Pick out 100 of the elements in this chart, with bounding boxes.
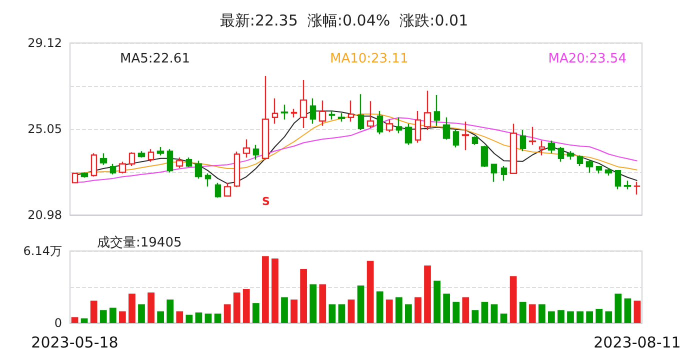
candlestick [100, 152, 108, 166]
y-tick-label: 29.12 [28, 36, 62, 50]
bar [176, 311, 184, 323]
bar [186, 314, 193, 323]
bar [510, 276, 517, 323]
bar [538, 304, 546, 323]
candlestick [424, 90, 432, 131]
bar [109, 308, 116, 323]
bar [395, 297, 402, 323]
candlestick [138, 150, 146, 158]
candlestick [194, 160, 202, 180]
bar [157, 311, 164, 323]
candlestick [148, 148, 154, 162]
bar [80, 318, 88, 323]
line-series [74, 114, 638, 174]
candlestick [214, 182, 222, 198]
bar [519, 302, 526, 323]
bar [434, 280, 440, 323]
annotation: S [262, 195, 270, 208]
chart-title: 最新:22.35 涨幅:0.04% 涨跌:0.01 [220, 12, 468, 30]
candlestick [528, 126, 536, 146]
candlestick [490, 163, 498, 182]
candlestick [338, 112, 346, 122]
candlestick [452, 129, 460, 148]
bar [386, 300, 393, 323]
candlestick [72, 172, 78, 184]
candlestick [634, 181, 640, 196]
bar [376, 291, 384, 323]
bar [424, 266, 431, 323]
bar [204, 314, 212, 323]
bar [290, 300, 298, 323]
x-tick-label: 2023-05-18 [31, 334, 118, 352]
candlestick [472, 136, 478, 146]
text: MA10:23.11 [330, 52, 408, 66]
bar [576, 311, 584, 323]
y-tick-label: 0 [54, 316, 62, 330]
candlestick [186, 156, 192, 168]
bar [148, 292, 154, 323]
bar [310, 284, 317, 323]
bar [319, 284, 326, 323]
candlestick [480, 145, 488, 168]
bar [366, 260, 374, 323]
bar [605, 311, 612, 323]
candlestick [558, 146, 564, 162]
candlestick [272, 98, 278, 124]
bar [166, 300, 174, 323]
bar [586, 311, 593, 323]
bar [71, 317, 78, 323]
candlestick [290, 108, 298, 118]
bar [490, 304, 498, 323]
candlestick [242, 138, 250, 158]
candlestick [462, 121, 470, 151]
bar [500, 314, 508, 323]
bar [338, 304, 346, 323]
text: MA20:23.54 [548, 52, 626, 66]
candlestick [624, 180, 632, 190]
candlestick [434, 94, 440, 126]
candlestick [366, 100, 374, 129]
candlestick [596, 165, 602, 174]
bar [100, 310, 107, 323]
bar [252, 303, 260, 323]
bar [195, 312, 202, 323]
candlestick [386, 118, 394, 133]
x-tick-label: 2023-08-11 [594, 334, 681, 352]
bar [138, 304, 145, 323]
candlestick [328, 110, 336, 120]
candlestick [510, 123, 518, 174]
candlestick [224, 182, 232, 198]
candlestick [500, 165, 508, 182]
candlestick [166, 148, 174, 173]
candlestick [80, 172, 88, 178]
bar [348, 300, 355, 323]
bar [357, 285, 364, 323]
bar [300, 269, 307, 323]
candlestick [548, 140, 556, 154]
y-tick-label: 25.05 [28, 122, 62, 136]
bar [233, 292, 240, 323]
candlestick [156, 146, 164, 156]
candlestick [604, 167, 612, 176]
text: 成交量:19405 [97, 234, 182, 250]
candlestick [396, 116, 402, 134]
bar [242, 288, 250, 323]
candlestick [252, 144, 260, 160]
bar [262, 256, 269, 323]
candlestick [318, 100, 326, 126]
bar [328, 304, 336, 323]
bar [462, 297, 470, 323]
bar [272, 258, 278, 323]
candlestick [118, 161, 126, 174]
candlestick [110, 163, 116, 176]
bar [596, 308, 603, 323]
candlestick [414, 110, 422, 144]
candlestick [90, 152, 98, 178]
candlestick [280, 104, 288, 120]
bar [481, 302, 488, 323]
bar [452, 302, 460, 323]
candlestick [404, 123, 412, 146]
candlestick [586, 159, 594, 174]
candlestick [442, 116, 450, 140]
bar [281, 297, 288, 323]
